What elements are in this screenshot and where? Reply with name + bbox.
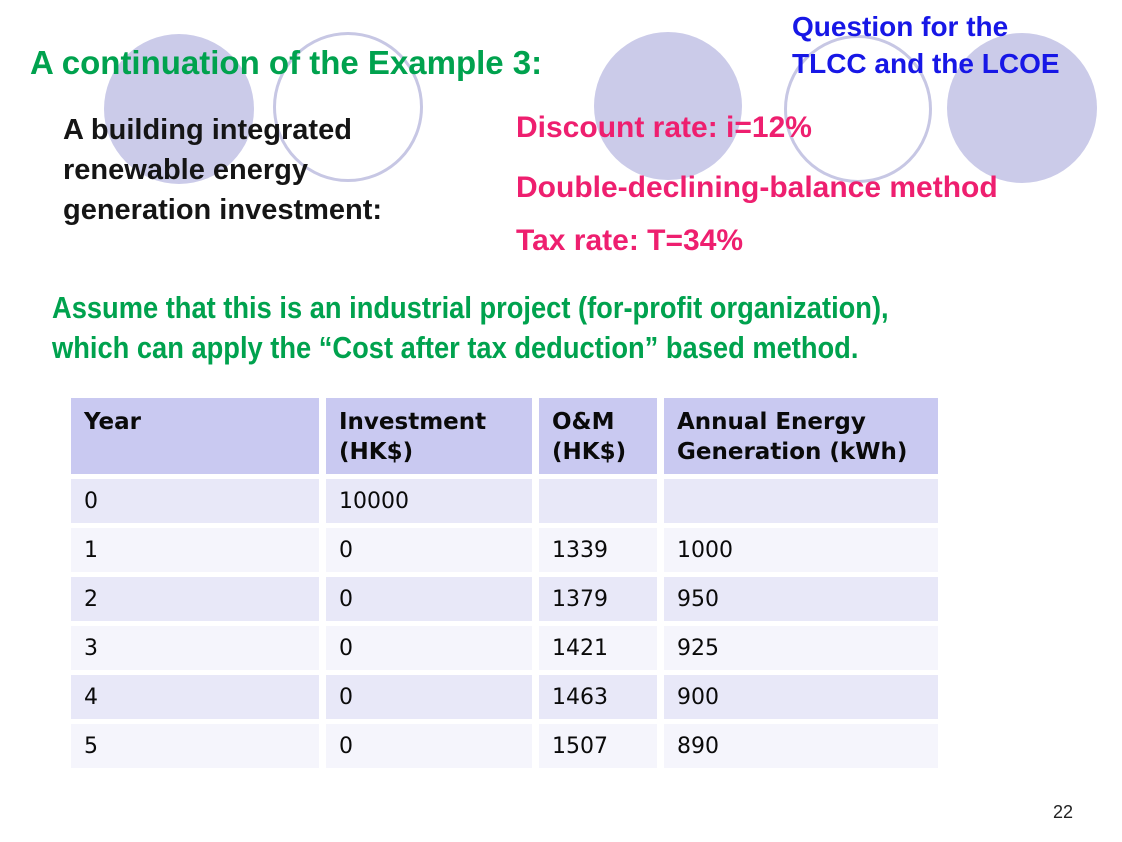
table-cell: 1421	[539, 626, 657, 670]
table-cell: 925	[664, 626, 938, 670]
slide-title: A continuation of the Example 3:	[30, 44, 543, 81]
discount-rate-text: Discount rate: i=12%	[516, 111, 812, 144]
table-cell: 0	[326, 577, 532, 621]
decorative-circle-filled-1	[104, 34, 254, 184]
table-cell: 5	[71, 724, 319, 768]
table-cell: 900	[664, 675, 938, 719]
assumption-line1: Assume that this is an industrial projec…	[52, 290, 889, 325]
table-header-year: Year	[71, 398, 319, 474]
parameters-list: Discount rate: i=12% Double-declining-ba…	[516, 110, 998, 283]
decorative-circle-outlined-1	[273, 32, 423, 182]
decorative-circle-outlined-2	[784, 35, 932, 183]
table-cell: 0	[326, 626, 532, 670]
table-cell: 0	[326, 675, 532, 719]
table-cell: 4	[71, 675, 319, 719]
table-header-investment: Investment (HK$)	[326, 398, 532, 474]
question-label-line2: TLCC and the LCOE	[792, 48, 1060, 79]
table-cell: 1463	[539, 675, 657, 719]
table-cell: 1507	[539, 724, 657, 768]
question-label-line1: Question for the	[792, 11, 1009, 42]
table-header-om: O&M (HK$)	[539, 398, 657, 474]
table-cell	[664, 479, 938, 523]
decorative-circle-filled-3	[947, 33, 1097, 183]
table-header-generation: Annual Energy Generation (kWh)	[664, 398, 938, 474]
table-cell: 950	[664, 577, 938, 621]
project-intro-line2: renewable energy	[63, 154, 308, 186]
table-cell: 0	[326, 528, 532, 572]
table-cell: 1	[71, 528, 319, 572]
table-cell: 10000	[326, 479, 532, 523]
project-intro: A building integrated renewable energy g…	[63, 110, 382, 230]
table-cell: 3	[71, 626, 319, 670]
table-cell: 1000	[664, 528, 938, 572]
table-cell: 890	[664, 724, 938, 768]
decorative-circle-filled-2	[594, 32, 742, 180]
table-cell: 2	[71, 577, 319, 621]
assumption-paragraph: Assume that this is an industrial projec…	[52, 288, 1073, 368]
table-cell: 1339	[539, 528, 657, 572]
depreciation-method-text: Double-declining-balance method	[516, 171, 998, 204]
project-intro-line3: generation investment:	[63, 194, 383, 226]
table-cell: 0	[326, 724, 532, 768]
table-cell	[539, 479, 657, 523]
cashflow-table: Year Investment (HK$) O&M (HK$) Annual E…	[71, 398, 938, 768]
page-number: 22	[1053, 802, 1074, 822]
tax-rate-text: Tax rate: T=34%	[516, 224, 744, 257]
table-cell: 1379	[539, 577, 657, 621]
question-label: Question for the TLCC and the LCOE	[792, 8, 1122, 82]
assumption-line2: which can apply the “Cost after tax dedu…	[52, 330, 859, 365]
table-cell: 0	[71, 479, 319, 523]
project-intro-line1: A building integrated	[63, 114, 352, 146]
